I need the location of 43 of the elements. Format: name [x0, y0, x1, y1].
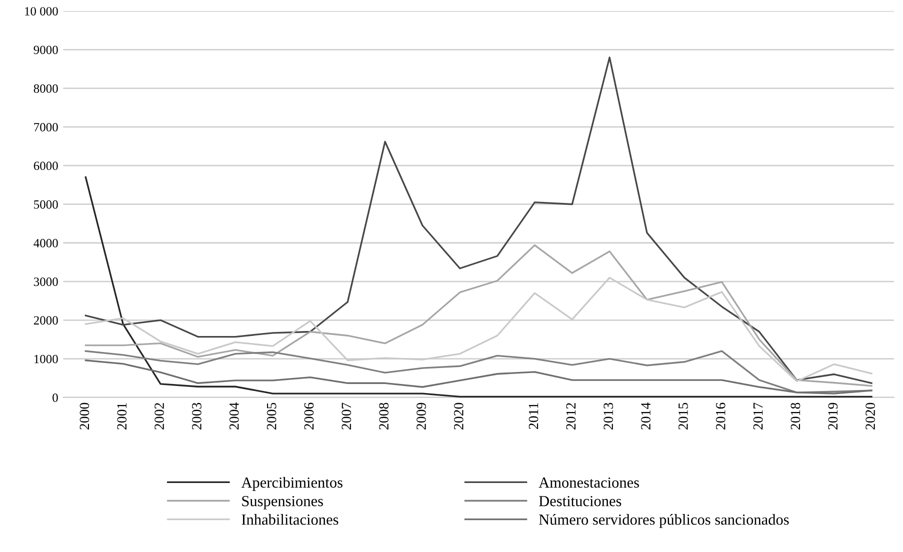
y-tick-label: 9000	[34, 46, 58, 54]
x-tick-label: 2011	[528, 403, 538, 429]
y-tick-label: 1000	[34, 354, 58, 364]
x-tick-label: 2008	[379, 402, 389, 430]
x-tick-label: 2018	[790, 402, 800, 430]
line-series	[84, 56, 872, 384]
x-tick-label: 2009	[416, 402, 426, 430]
legend-label: Amonestaciones	[538, 477, 639, 488]
x-tick-label: 2015	[678, 402, 688, 430]
x-tick-label: 2004	[229, 402, 239, 430]
x-tick-label: 2012	[566, 403, 576, 430]
x-tick-label: 2019	[828, 402, 838, 430]
y-tick-label: 5000	[34, 200, 58, 209]
legend-label: Inhabilitaciones	[242, 514, 338, 525]
legend-label: Destituciones	[539, 496, 622, 506]
line-series	[84, 176, 872, 398]
x-tick-label: 2016	[716, 402, 726, 430]
line-series	[84, 244, 872, 387]
y-tick-label: 0	[52, 393, 58, 402]
y-tick-label: 7000	[34, 122, 58, 132]
x-tick-label: 2000	[80, 402, 90, 430]
x-tick-label: 2017	[753, 402, 763, 430]
y-tick-label: 3000	[34, 278, 58, 286]
y-tick-label: 2000	[34, 316, 58, 325]
line-series	[84, 350, 872, 394]
legend-label: Suspensiones	[242, 496, 323, 510]
x-tick-label: 2020	[866, 402, 875, 430]
y-tick-label: 6000	[34, 162, 58, 170]
x-tick-label: 2006	[304, 402, 314, 430]
x-tick-label: 2007	[342, 402, 352, 430]
x-tick-label: 2002	[154, 403, 164, 430]
legend-label: Apercibimientos	[241, 476, 342, 491]
line-series	[84, 360, 872, 394]
x-tick-label: 2001	[117, 403, 127, 430]
x-tick-label: 2005	[266, 402, 276, 430]
x-tick-label: 2013	[604, 402, 614, 430]
x-tick-label: 2020	[454, 402, 464, 430]
y-tick-label: 8000	[34, 84, 58, 93]
x-tick-label: 2014	[641, 402, 650, 430]
y-tick-label: 4000	[34, 238, 58, 248]
y-tick-label: 10 000	[25, 7, 58, 16]
legend-label: Número servidores públicos sancionados	[539, 514, 789, 528]
x-tick-label: 2003	[192, 402, 202, 430]
